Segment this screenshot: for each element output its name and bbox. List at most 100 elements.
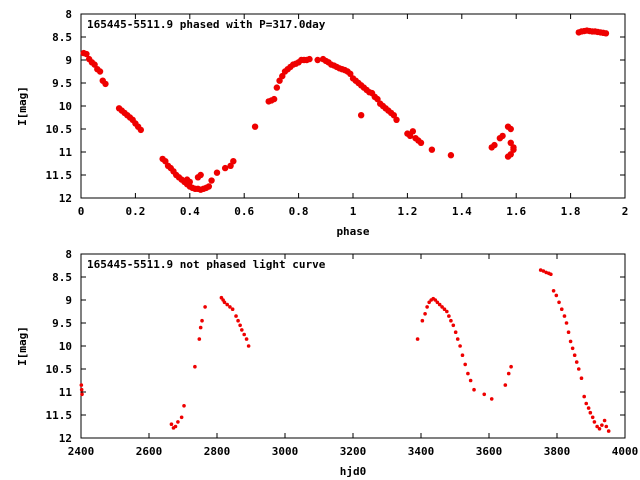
x-tick-label: 3800 bbox=[544, 445, 571, 458]
data-point bbox=[538, 268, 543, 272]
y-tick-label: 8 bbox=[65, 8, 72, 21]
data-point bbox=[451, 323, 456, 328]
data-point bbox=[574, 360, 579, 364]
data-point bbox=[182, 404, 186, 408]
data-point bbox=[433, 298, 438, 302]
data-point bbox=[544, 270, 548, 275]
x-tick-label: 3200 bbox=[340, 445, 367, 458]
data-point bbox=[238, 323, 242, 328]
data-point bbox=[562, 314, 567, 318]
data-point bbox=[236, 318, 240, 323]
data-point bbox=[455, 337, 460, 341]
data-point bbox=[276, 77, 283, 84]
data-point bbox=[221, 164, 229, 172]
data-point bbox=[568, 339, 573, 344]
data-point bbox=[390, 112, 397, 119]
y-tick-label: 11.5 bbox=[46, 169, 73, 182]
data-point bbox=[582, 394, 586, 399]
y-tick-label: 9.5 bbox=[52, 77, 72, 90]
x-tick-label: 1 bbox=[350, 205, 357, 218]
y-tick-label: 11 bbox=[59, 146, 73, 159]
data-point bbox=[588, 410, 593, 415]
data-point bbox=[460, 353, 465, 358]
data-point bbox=[600, 423, 604, 427]
data-point bbox=[79, 383, 84, 387]
x-tick-label: 1.2 bbox=[397, 205, 417, 218]
data-point bbox=[193, 364, 197, 369]
data-point bbox=[447, 314, 451, 318]
data-point bbox=[509, 364, 513, 369]
y-tick-label: 11.5 bbox=[46, 409, 73, 422]
data-point bbox=[80, 392, 84, 397]
data-point bbox=[510, 146, 517, 153]
data-point bbox=[227, 162, 234, 169]
data-point bbox=[230, 307, 235, 312]
data-point bbox=[228, 305, 232, 309]
data-point bbox=[409, 128, 417, 135]
data-point bbox=[602, 418, 607, 423]
data-point bbox=[564, 321, 569, 325]
data-point bbox=[554, 293, 559, 298]
data-point bbox=[79, 387, 84, 392]
data-point bbox=[393, 116, 400, 124]
data-point bbox=[445, 309, 449, 314]
data-point bbox=[246, 344, 251, 348]
data-point bbox=[597, 427, 602, 431]
chart-title: 165445-5511.9 not phased light curve bbox=[87, 258, 326, 271]
data-point bbox=[449, 318, 453, 323]
y-tick-label: 10 bbox=[59, 340, 72, 353]
x-tick-label: 2400 bbox=[68, 445, 95, 458]
data-point bbox=[602, 30, 610, 37]
data-point bbox=[415, 337, 420, 341]
data-point bbox=[234, 314, 238, 318]
x-tick-label: 2600 bbox=[136, 445, 163, 458]
data-point bbox=[417, 139, 425, 146]
data-point bbox=[240, 328, 244, 332]
data-point bbox=[458, 344, 462, 348]
y-axis-label: I[mag] bbox=[16, 326, 29, 366]
y-tick-label: 10 bbox=[59, 100, 72, 113]
y-tick-label: 11 bbox=[59, 386, 73, 399]
y-tick-label: 8.5 bbox=[52, 31, 72, 44]
data-point bbox=[572, 353, 577, 358]
data-point bbox=[357, 112, 365, 119]
data-point bbox=[176, 420, 180, 424]
x-tick-label: 0.4 bbox=[180, 205, 200, 218]
y-tick-label: 8 bbox=[65, 248, 72, 261]
data-point bbox=[566, 330, 571, 335]
data-point bbox=[435, 300, 440, 305]
y-tick-label: 12 bbox=[59, 192, 72, 205]
x-tick-label: 3600 bbox=[476, 445, 503, 458]
data-point bbox=[244, 337, 249, 341]
data-point bbox=[427, 300, 431, 305]
data-point bbox=[200, 318, 204, 323]
data-point bbox=[186, 178, 193, 186]
plot-frame-2 bbox=[80, 253, 626, 439]
data-point bbox=[559, 307, 564, 312]
y-tick-label: 10.5 bbox=[46, 123, 73, 136]
data-point bbox=[314, 56, 321, 64]
x-tick-label: 2800 bbox=[204, 445, 231, 458]
data-point bbox=[279, 72, 286, 80]
data-point bbox=[198, 325, 203, 330]
data-point bbox=[489, 397, 494, 401]
data-point bbox=[595, 424, 599, 429]
data-point bbox=[96, 68, 104, 75]
data-point bbox=[197, 171, 204, 179]
data-point bbox=[425, 305, 429, 309]
x-axis-label: hjd0 bbox=[340, 465, 367, 478]
y-axis-label: I[mag] bbox=[16, 86, 29, 126]
data-point bbox=[499, 132, 506, 140]
data-point bbox=[557, 300, 561, 305]
y-tick-label: 9.5 bbox=[52, 317, 72, 330]
data-point bbox=[273, 84, 281, 91]
data-point bbox=[503, 383, 508, 387]
data-point bbox=[242, 332, 246, 337]
data-point bbox=[482, 392, 487, 397]
data-point bbox=[406, 132, 414, 140]
x-tick-label: 1.8 bbox=[561, 205, 581, 218]
data-point bbox=[83, 50, 90, 58]
data-point bbox=[251, 123, 259, 130]
data-point bbox=[102, 80, 109, 88]
